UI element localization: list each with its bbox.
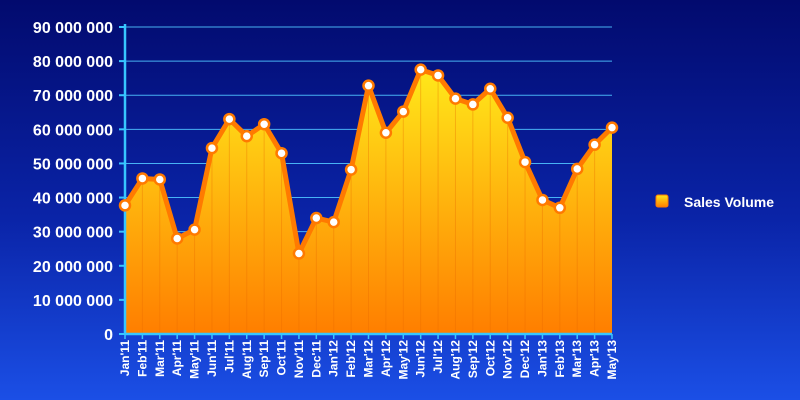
data-point[interactable] (275, 146, 288, 160)
data-point[interactable] (327, 215, 340, 229)
x-tick-label: Aug'12 (448, 340, 462, 380)
y-tick-label: 0 (104, 327, 113, 344)
x-tick-label: Sep'12 (466, 340, 480, 379)
x-tick-label: Dec'11 (309, 340, 323, 378)
x-tick-label: Aug'11 (240, 340, 254, 379)
legend-swatch (655, 194, 669, 208)
data-point[interactable] (136, 172, 149, 185)
x-tick-label: Oct'12 (483, 340, 497, 377)
x-tick-label: Oct'11 (275, 340, 289, 376)
x-tick-label: Mar'13 (570, 340, 584, 378)
x-tick-label: Jul'11 (222, 340, 236, 373)
x-tick-label: May'13 (605, 340, 619, 380)
y-tick-label: 10 000 000 (33, 293, 113, 310)
data-point[interactable] (118, 199, 132, 212)
x-tick-label: Mar'11 (153, 340, 167, 377)
y-tick-label: 80 000 000 (33, 54, 113, 71)
y-tick-label: 50 000 000 (33, 156, 113, 173)
y-tick-label: 70 000 000 (33, 88, 113, 105)
y-tick-label: 30 000 000 (33, 225, 113, 242)
y-tick-label: 60 000 000 (33, 122, 113, 139)
y-tick-label: 20 000 000 (33, 259, 113, 276)
data-point[interactable] (431, 69, 445, 82)
data-point[interactable] (310, 211, 323, 225)
data-point[interactable] (449, 92, 462, 105)
x-tick-label: May'12 (396, 340, 410, 380)
data-points (118, 63, 619, 260)
area-fill (125, 69, 612, 334)
data-point[interactable] (553, 201, 567, 215)
data-point[interactable] (240, 129, 253, 143)
x-tick-label: Dec'12 (518, 340, 532, 379)
x-tick-label: Nov'12 (501, 340, 515, 379)
data-point[interactable] (170, 232, 184, 245)
data-point[interactable] (518, 155, 532, 169)
x-tick-label: Sep'11 (257, 340, 271, 378)
data-point[interactable] (205, 141, 219, 155)
data-point[interactable] (570, 162, 584, 176)
data-point[interactable] (292, 247, 306, 260)
data-point[interactable] (257, 117, 271, 131)
x-tick-label: Jun'11 (205, 340, 219, 377)
x-tick-label: Nov'11 (292, 340, 306, 379)
x-tick-label: Apr'12 (379, 340, 393, 377)
data-point[interactable] (153, 173, 167, 186)
data-point[interactable] (605, 121, 619, 134)
x-tick-label: Feb'11 (135, 340, 149, 377)
data-point[interactable] (362, 79, 375, 92)
y-axis-ticks: 0 10 000 000 20 000 000 30 000 000 40 000 00… (33, 20, 125, 344)
x-tick-label: Jan'13 (535, 340, 549, 377)
x-tick-label: Apr'13 (588, 340, 602, 377)
x-tick-label: Jan'12 (327, 340, 341, 377)
x-tick-label: Mar'12 (362, 340, 376, 378)
y-tick-label: 90 000 000 (33, 20, 113, 37)
legend-label: Sales Volume (684, 194, 774, 210)
area-path (125, 69, 612, 334)
y-tick-label: 40 000 000 (33, 191, 113, 208)
data-point[interactable] (223, 112, 236, 126)
x-tick-label: May'11 (188, 340, 202, 379)
x-tick-label: Feb'12 (344, 340, 358, 378)
data-point[interactable] (536, 193, 549, 207)
data-point[interactable] (501, 111, 514, 124)
x-tick-label: Apr'11 (170, 340, 184, 377)
data-point[interactable] (588, 138, 601, 151)
x-tick-label: Jun'12 (414, 340, 428, 378)
data-point[interactable] (414, 63, 427, 76)
legend: Sales Volume (655, 194, 774, 210)
data-point[interactable] (397, 105, 410, 118)
x-tick-label: Jan'11 (118, 340, 132, 377)
data-point[interactable] (188, 223, 201, 236)
x-axis-ticks: Jan'11 Feb'11 Mar'11 Apr'11 May'11 Jun'11 Jul'… (118, 334, 619, 380)
data-point[interactable] (344, 163, 358, 176)
x-tick-label: Jul'12 (431, 340, 445, 374)
data-point[interactable] (484, 82, 497, 95)
data-point[interactable] (379, 126, 393, 139)
x-tick-label: Feb'13 (553, 340, 567, 378)
data-point[interactable] (466, 98, 480, 111)
